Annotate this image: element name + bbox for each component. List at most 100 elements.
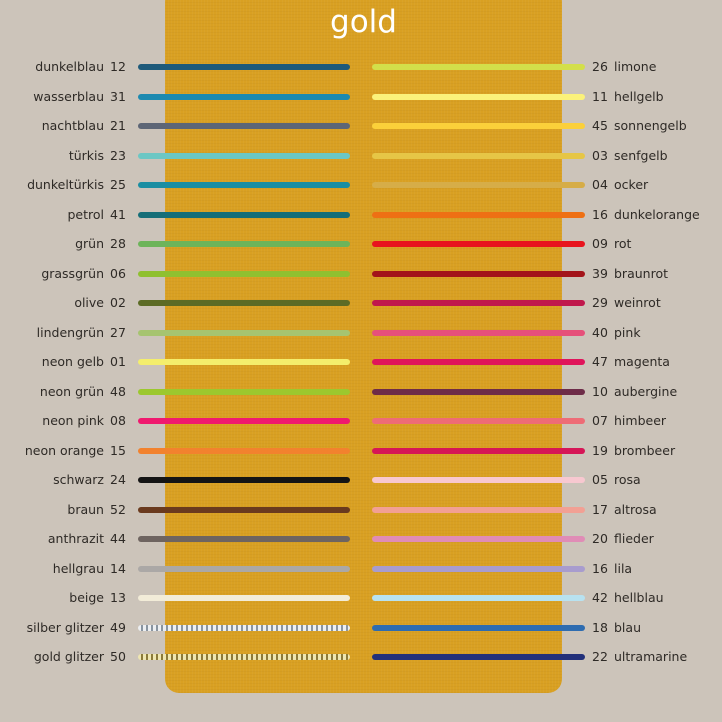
right-color-row: 20 flieder	[372, 529, 722, 549]
color-name: sonnengelb	[614, 118, 687, 133]
right-color-row: 18 blau	[372, 618, 722, 638]
color-name: ocker	[614, 177, 649, 192]
color-number: 48	[110, 383, 126, 399]
color-cord-swatch	[138, 152, 350, 159]
color-number: 14	[110, 560, 126, 576]
color-cord-swatch	[138, 182, 350, 188]
color-number: 24	[110, 472, 126, 487]
color-cord-swatch	[138, 241, 350, 247]
color-number: 29	[592, 295, 608, 310]
color-cord-swatch	[138, 595, 350, 601]
color-name: türkis	[68, 147, 104, 163]
color-cord-swatch	[372, 536, 585, 542]
color-name: magenta	[614, 354, 670, 369]
color-name: lindengrün	[36, 324, 104, 340]
color-number: 19	[592, 442, 608, 458]
color-cord-swatch	[138, 506, 350, 513]
color-cord-swatch	[372, 654, 585, 660]
color-cord-swatch	[372, 477, 585, 483]
color-number: 15	[110, 442, 126, 458]
color-cord-swatch	[372, 624, 585, 631]
color-name: pink	[614, 324, 641, 340]
color-name: lila	[614, 560, 633, 576]
color-number: 06	[110, 265, 126, 281]
right-color-row: 45 sonnengelb	[372, 116, 722, 136]
color-number: 40	[592, 324, 608, 340]
right-color-row: 47 magenta	[372, 352, 722, 372]
color-number: 16	[592, 560, 608, 576]
left-color-row: olive 02	[0, 293, 352, 313]
color-number: 50	[110, 649, 126, 664]
color-name: petrol	[67, 206, 104, 222]
color-cord-swatch	[372, 182, 585, 188]
color-cord-swatch	[372, 506, 585, 513]
color-number: 44	[110, 531, 126, 546]
color-number: 13	[110, 590, 126, 605]
color-number: 21	[110, 118, 126, 133]
color-cord-swatch	[138, 477, 350, 483]
color-cord-swatch	[372, 329, 585, 336]
left-color-row: grün 28	[0, 234, 352, 254]
color-cord-swatch	[138, 388, 350, 395]
color-cord-swatch	[138, 123, 350, 129]
color-name: rot	[614, 236, 632, 251]
color-number: 01	[110, 354, 126, 369]
color-name: wasserblau	[33, 88, 104, 104]
color-number: 18	[592, 619, 608, 635]
color-number: 07	[592, 413, 608, 428]
right-color-row: 03 senfgelb	[372, 146, 722, 166]
color-name: flieder	[614, 531, 654, 546]
color-cord-swatch	[372, 93, 585, 100]
left-color-row: anthrazit 44	[0, 529, 352, 549]
left-color-row: dunkelblau 12	[0, 57, 352, 77]
left-color-row: gold glitzer 50	[0, 647, 352, 667]
left-color-row: schwarz 24	[0, 470, 352, 490]
color-name: ultramarine	[614, 649, 688, 664]
color-name: schwarz	[53, 472, 104, 487]
page-title: gold	[330, 4, 397, 40]
color-number: 03	[592, 147, 608, 163]
color-cord-swatch	[372, 211, 585, 218]
color-cord-swatch	[138, 565, 350, 572]
color-cord-swatch	[372, 595, 585, 601]
color-cord-swatch	[372, 270, 585, 277]
color-number: 09	[592, 236, 608, 251]
color-cord-swatch	[138, 270, 350, 277]
color-cord-swatch	[372, 388, 585, 395]
color-number: 04	[592, 177, 608, 192]
color-cord-swatch	[138, 536, 350, 542]
color-name: neon gelb	[41, 354, 104, 369]
color-name: dunkelblau	[35, 59, 104, 74]
left-color-row: nachtblau 21	[0, 116, 352, 136]
right-color-row: 22 ultramarine	[372, 647, 722, 667]
color-cord-swatch	[372, 64, 585, 70]
color-number: 20	[592, 531, 608, 546]
color-cord-swatch	[138, 300, 350, 306]
color-cord-swatch	[138, 624, 350, 631]
color-number: 49	[110, 619, 126, 635]
color-number: 28	[110, 236, 126, 251]
right-color-row: 19 brombeer	[372, 441, 722, 461]
color-cord-swatch	[372, 123, 585, 129]
color-number: 11	[592, 88, 608, 104]
color-name: neon orange	[24, 442, 104, 458]
color-cord-swatch	[372, 300, 585, 306]
color-number: 12	[110, 59, 126, 74]
color-cord-swatch	[138, 654, 350, 660]
right-color-row: 26 limone	[372, 57, 722, 77]
color-name: senfgelb	[614, 147, 668, 163]
color-name: hellblau	[614, 590, 664, 605]
color-number: 23	[110, 147, 126, 163]
left-color-row: neon orange 15	[0, 441, 352, 461]
right-color-row: 16 dunkelorange	[372, 205, 722, 225]
right-color-row: 42 hellblau	[372, 588, 722, 608]
color-cord-swatch	[372, 152, 585, 159]
color-name: altrosa	[614, 501, 657, 517]
color-name: neon pink	[42, 413, 104, 428]
left-color-row: türkis 23	[0, 146, 352, 166]
color-number: 26	[592, 59, 608, 74]
left-color-row: hellgrau 14	[0, 559, 352, 579]
color-number: 02	[110, 295, 126, 310]
color-name: aubergine	[614, 383, 678, 399]
color-name: anthrazit	[47, 531, 104, 546]
